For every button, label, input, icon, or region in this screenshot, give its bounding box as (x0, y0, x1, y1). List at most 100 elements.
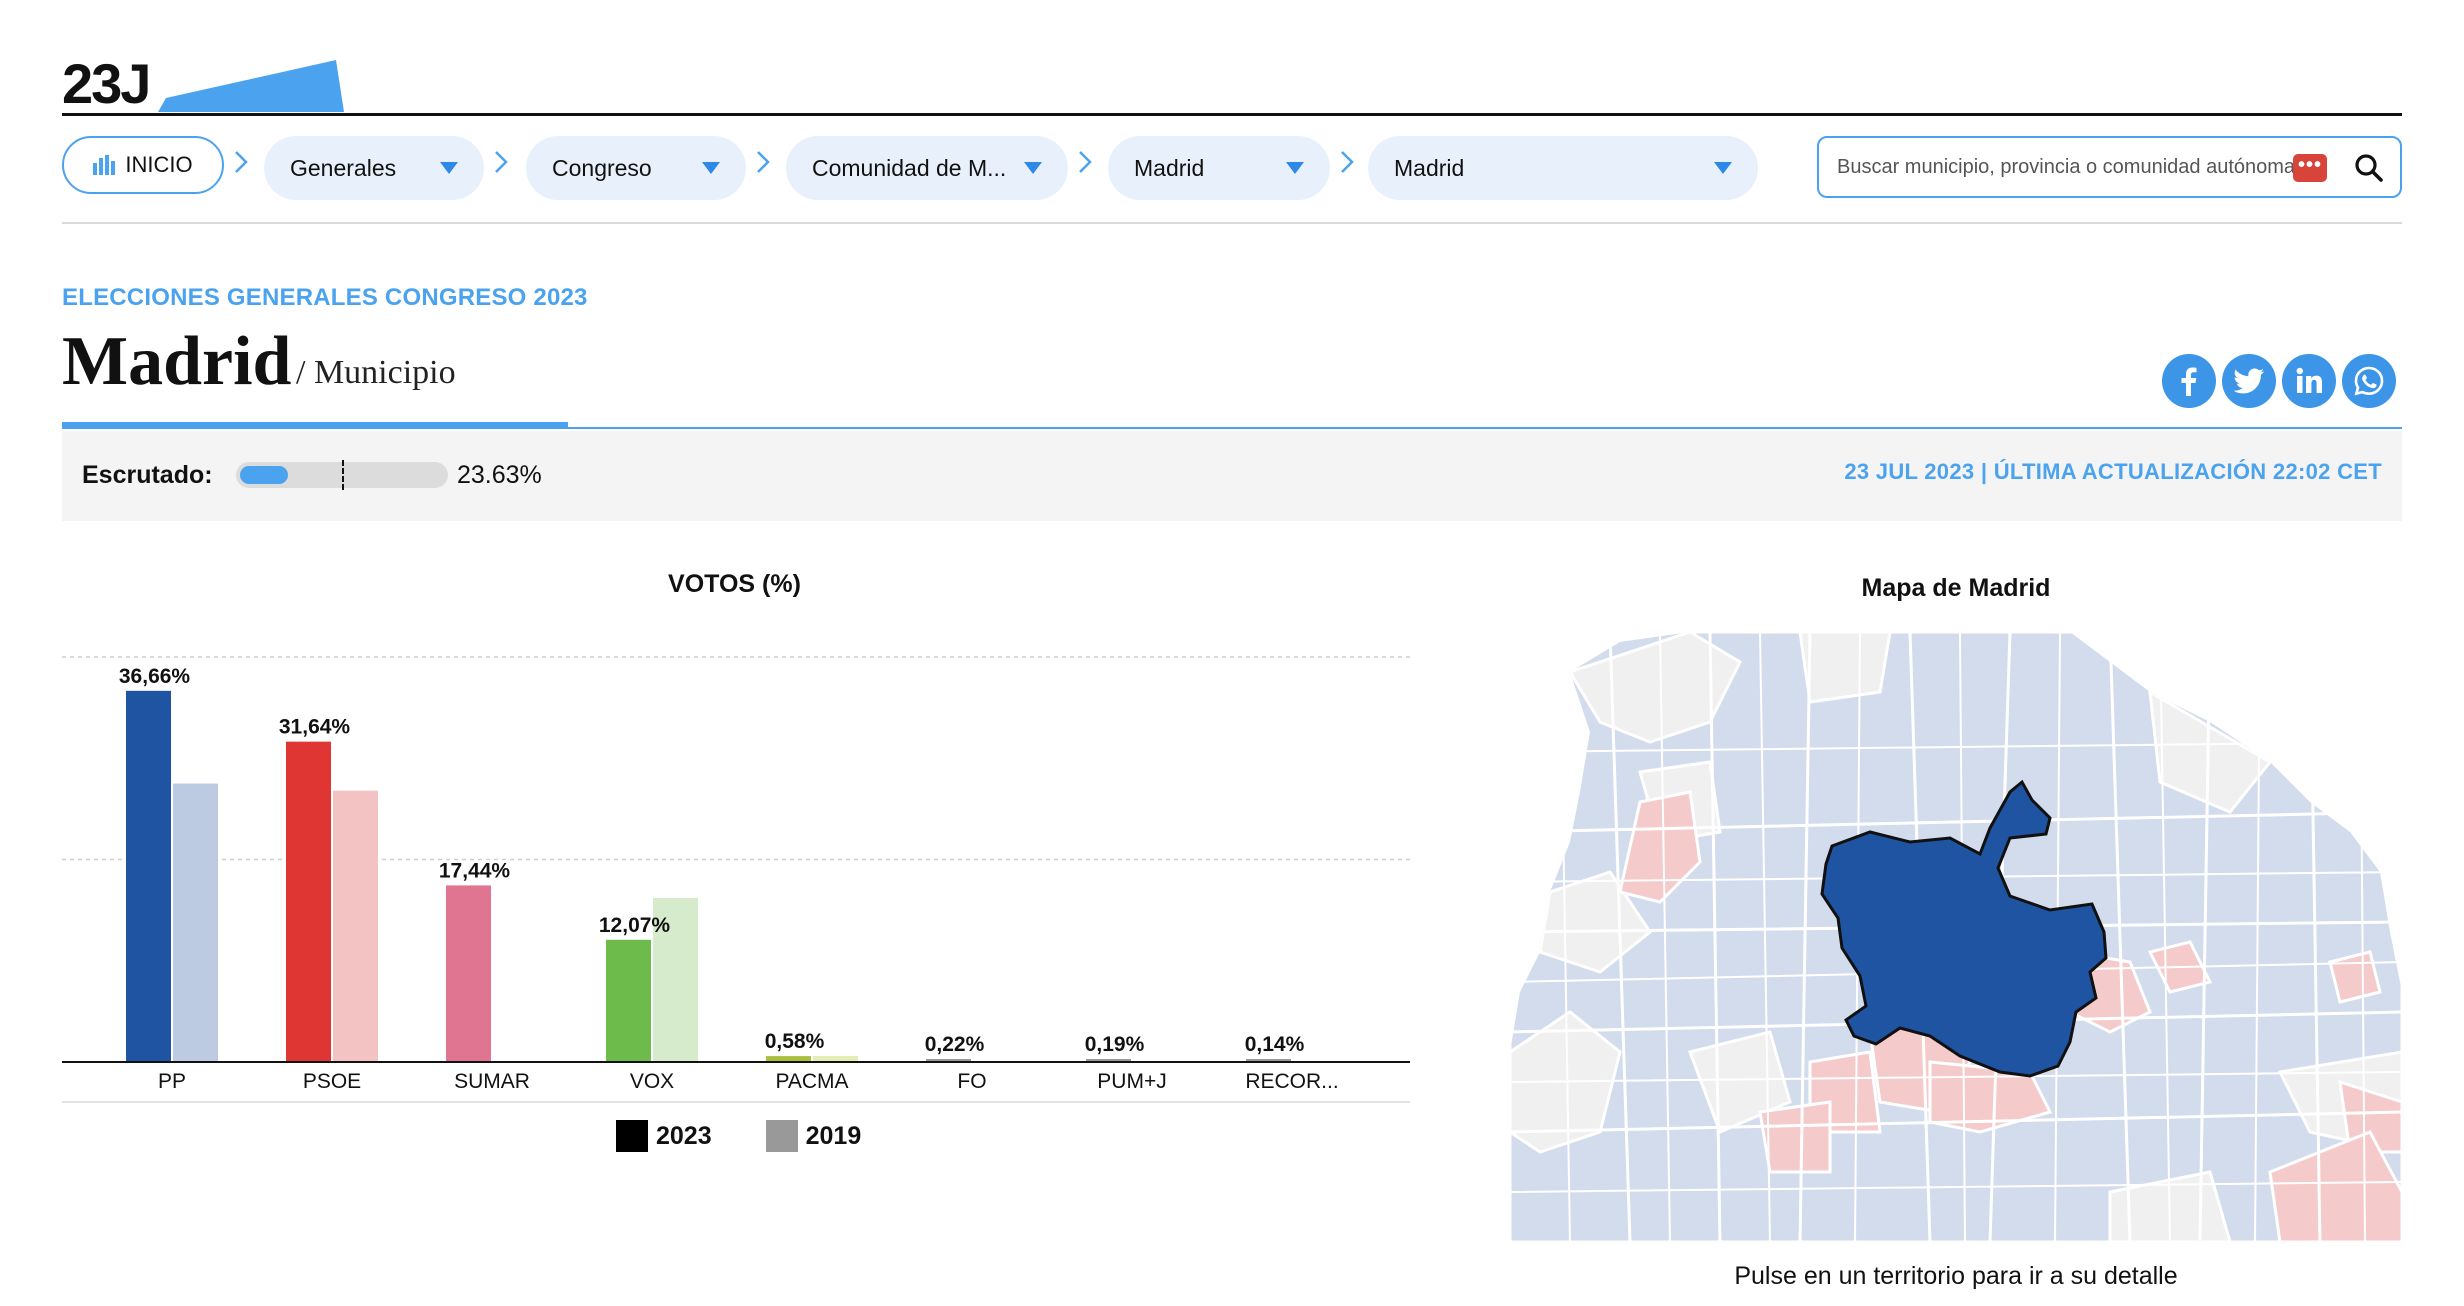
search-box: ••• (1817, 136, 2402, 198)
chart-data-label: 36,66% (119, 665, 191, 688)
caret-down-icon (440, 162, 458, 174)
home-label: INICIO (125, 152, 193, 177)
chart-data-label: 31,64% (279, 716, 351, 739)
chart-category-label: PACMA (775, 1070, 848, 1093)
dropdown-label: Madrid (1134, 154, 1205, 181)
nav-bar: INICIO Generales Congreso Comunidad de M… (62, 134, 2402, 202)
header-rule (62, 113, 2402, 116)
legend-label: 2023 (656, 1121, 712, 1150)
caret-down-icon (1024, 162, 1042, 174)
chevron-right-icon (757, 151, 770, 173)
chart-bar-2023-psoe (286, 741, 331, 1062)
map-region (1618, 790, 1702, 904)
caret-down-icon (702, 162, 720, 174)
title-underline (62, 422, 568, 428)
chart-bar-2023-vox (606, 939, 651, 1062)
dropdown-label: Comunidad de M... (812, 154, 1007, 181)
chart-category-label: PP (158, 1070, 186, 1093)
chevron-right-icon (495, 151, 508, 173)
scrutiny-progress (236, 460, 448, 490)
scrutiny-bar: Escrutado: 23.63% 23 JUL 2023 | ÚLTIMA A… (62, 431, 2402, 521)
facebook-button[interactable] (2162, 354, 2216, 408)
caret-down-icon (1714, 162, 1732, 174)
chart-data-label: 0,58% (765, 1030, 825, 1053)
dropdown-label: Madrid (1394, 154, 1465, 181)
chart-data-label: 0,14% (1245, 1033, 1305, 1056)
logo-flag-icon (158, 60, 344, 112)
last-update: 23 JUL 2023 | ÚLTIMA ACTUALIZACIÓN 22:02… (1844, 459, 2382, 484)
dropdown-election-type[interactable]: Generales (264, 136, 484, 200)
chart-bar-2023-pum+j (1086, 1059, 1131, 1062)
more-dots-icon[interactable]: ••• (2293, 154, 2327, 182)
map-region (1798, 632, 1892, 704)
chart-category-label: RECOR... (1245, 1070, 1338, 1093)
chart-data-label: 0,19% (1085, 1033, 1145, 1056)
chart-bar-2023-pacma (766, 1056, 811, 1062)
page-subtitle: / Municipio (296, 354, 456, 391)
legend-item-2019[interactable]: 2019 (765, 1120, 862, 1152)
chart-data-label: 0,22% (925, 1033, 985, 1056)
scrutiny-reference-mark (342, 460, 344, 490)
chart-bar-2023-fo (926, 1059, 971, 1062)
dropdown-municipality[interactable]: Madrid (1368, 136, 1758, 200)
legend-swatch-2019 (765, 1120, 798, 1152)
home-button[interactable]: INICIO (62, 136, 224, 194)
map-region (1758, 1100, 1832, 1174)
section-kicker: ELECCIONES GENERALES CONGRESO 2023 (62, 284, 588, 311)
map-region (1688, 1030, 1792, 1134)
chevron-right-icon (1341, 151, 1354, 173)
map-title: Mapa de Madrid (1861, 574, 2051, 602)
scrutiny-label: Escrutado: (82, 461, 213, 489)
linkedin-icon (2296, 367, 2322, 393)
chevron-right-icon (1079, 151, 1092, 173)
chart-legend: 2023 2019 (616, 1120, 861, 1152)
facebook-icon (2181, 367, 2197, 396)
map-region (2338, 1079, 2402, 1154)
whatsapp-icon (2354, 366, 2384, 396)
scrutiny-progress-fill (240, 466, 289, 484)
caret-down-icon (1286, 162, 1304, 174)
legend-item-2023[interactable]: 2023 (616, 1120, 712, 1152)
title-rule (62, 427, 2402, 429)
whatsapp-button[interactable] (2342, 354, 2396, 408)
chart-title: VOTOS (%) (668, 570, 801, 598)
dropdown-province[interactable]: Madrid (1108, 136, 1330, 200)
page-title: Madrid (62, 323, 292, 400)
logo[interactable]: 23J (62, 52, 344, 115)
map-region (2328, 950, 2382, 1004)
chart-category-label: FO (957, 1070, 986, 1093)
chart-category-label: PUM+J (1097, 1070, 1166, 1093)
map-region (2148, 689, 2273, 814)
dropdown-chamber[interactable]: Congreso (526, 136, 746, 200)
votes-bar-chart: 36,66% PP 31,64% PSOE 17,44% SUMAR 12,07% VOX 0,… (62, 656, 1410, 1103)
map-region-madrid-inner (1910, 882, 1980, 962)
chart-category-label: VOX (630, 1070, 674, 1093)
chart-data-label: 17,44% (439, 859, 511, 882)
twitter-icon (2233, 368, 2264, 394)
chart-bar-2023-recor... (1246, 1059, 1291, 1062)
twitter-button[interactable] (2222, 354, 2276, 408)
legend-swatch-2023 (616, 1120, 648, 1152)
dropdown-label: Congreso (552, 154, 652, 181)
chart-bar-2019-psoe (333, 790, 378, 1062)
logo-text: 23J (62, 52, 151, 115)
nav-rule (62, 222, 2402, 224)
chart-bar-2019-vox (653, 897, 698, 1062)
linkedin-button[interactable] (2282, 354, 2336, 408)
chart-category-label: SUMAR (454, 1070, 530, 1093)
chart-category-label: PSOE (303, 1070, 361, 1093)
chart-bar-2019-pacma (813, 1055, 858, 1062)
map-hint: Pulse en un territorio para ir a su deta… (1734, 1262, 2178, 1290)
dropdown-label: Generales (290, 154, 397, 181)
chevron-right-icon (235, 151, 248, 173)
chart-bar-2019-pp (173, 783, 218, 1062)
search-input[interactable] (1835, 154, 2319, 180)
chart-data-label: 12,07% (599, 914, 671, 937)
search-icon[interactable] (2354, 153, 2384, 183)
municipality-map[interactable] (1510, 632, 2402, 1242)
chart-bar-2023-sumar (446, 885, 491, 1062)
scrutiny-value: 23.63% (457, 461, 542, 489)
legend-label: 2019 (805, 1121, 862, 1150)
chart-bar-2023-pp (126, 690, 171, 1062)
dropdown-community[interactable]: Comunidad de M... (786, 136, 1068, 200)
